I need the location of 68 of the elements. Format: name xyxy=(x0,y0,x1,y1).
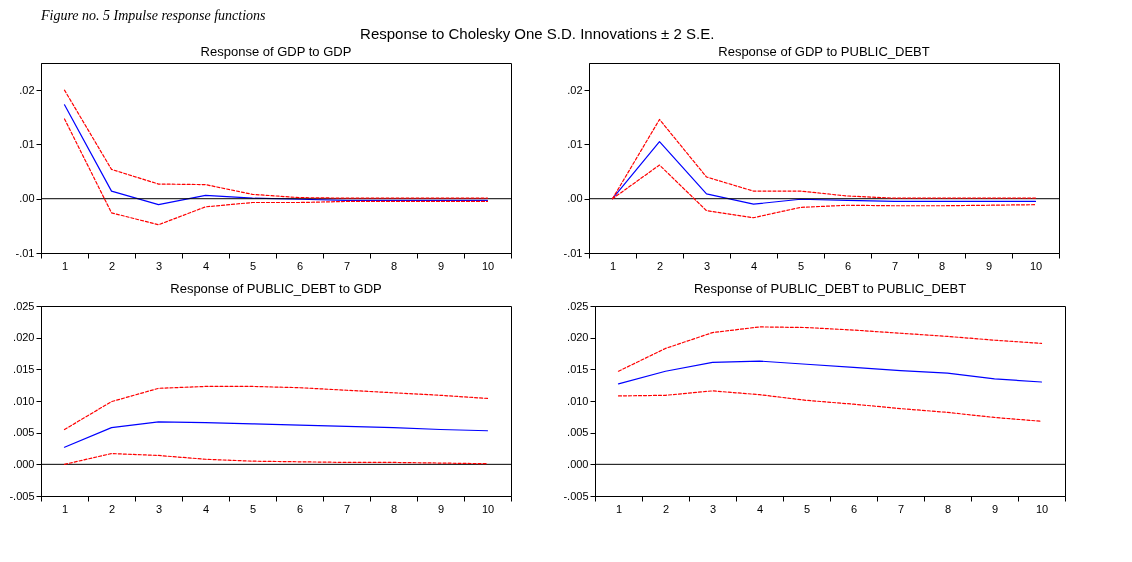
x-tick-label: 6 xyxy=(296,502,304,515)
y-tick-label: .025 xyxy=(567,299,589,312)
x-tick-label: 9 xyxy=(437,502,445,515)
x-tick-label: 4 xyxy=(202,502,210,515)
x-tick-label: 3 xyxy=(155,502,163,515)
y-tick-label: -.01 xyxy=(563,246,583,259)
y-tick-label: .015 xyxy=(567,362,589,375)
x-tick-label: 9 xyxy=(991,502,999,515)
x-tick-label: 8 xyxy=(944,502,952,515)
y-tick-label: .015 xyxy=(13,362,35,375)
y-tick-label: .02 xyxy=(19,83,35,96)
x-tick-label: 4 xyxy=(756,502,764,515)
x-tick-label: 9 xyxy=(437,259,445,272)
y-tick-label: .00 xyxy=(567,192,583,205)
x-tick-label: 3 xyxy=(703,259,711,272)
chart-title: Response of PUBLIC_DEBT to PUBLIC_DEBT xyxy=(693,281,967,296)
x-tick-label: 2 xyxy=(656,259,664,272)
y-tick-label: .010 xyxy=(567,394,589,407)
x-tick-label: 5 xyxy=(249,259,257,272)
y-tick-label: .02 xyxy=(567,83,583,96)
x-tick-label: 10 xyxy=(481,502,495,515)
y-tick-label: .025 xyxy=(13,299,35,312)
x-tick-label: 4 xyxy=(202,259,210,272)
y-tick-label: .010 xyxy=(13,394,35,407)
x-tick-label: 3 xyxy=(709,502,717,515)
chart-title: Response of GDP to GDP xyxy=(200,44,352,59)
y-tick-label: .005 xyxy=(13,426,35,439)
x-tick-label: 5 xyxy=(803,502,811,515)
y-tick-label: .01 xyxy=(567,137,583,150)
y-tick-label: .00 xyxy=(19,192,35,205)
chart-title: Response of GDP to PUBLIC_DEBT xyxy=(718,44,930,59)
y-tick-label: .005 xyxy=(567,426,589,439)
x-tick-label: 8 xyxy=(390,502,398,515)
x-tick-label: 8 xyxy=(390,259,398,272)
x-tick-label: 1 xyxy=(615,502,623,515)
y-tick-label: .020 xyxy=(567,331,589,344)
x-tick-label: 7 xyxy=(343,259,351,272)
x-tick-label: 7 xyxy=(343,502,351,515)
y-tick-label: -.01 xyxy=(15,246,35,259)
y-tick-label: .01 xyxy=(19,137,35,150)
text: Response to Cholesky One S.D. Innovations ± 2 S.E. xyxy=(360,24,715,42)
x-tick-label: 5 xyxy=(797,259,805,272)
x-tick-label: 7 xyxy=(891,259,899,272)
y-tick-label: -.005 xyxy=(563,489,589,502)
text: Figure no. 5 Impulse response functions xyxy=(40,8,267,23)
x-tick-label: 10 xyxy=(1029,259,1043,272)
y-tick-label: -.005 xyxy=(9,489,35,502)
x-tick-label: 10 xyxy=(481,259,495,272)
x-tick-label: 7 xyxy=(897,502,905,515)
x-tick-label: 3 xyxy=(155,259,163,272)
x-tick-label: 1 xyxy=(61,502,69,515)
x-tick-label: 6 xyxy=(296,259,304,272)
x-tick-label: 6 xyxy=(844,259,852,272)
x-tick-label: 10 xyxy=(1035,502,1049,515)
y-tick-label: .000 xyxy=(13,457,35,470)
y-tick-label: .020 xyxy=(13,331,35,344)
x-tick-label: 4 xyxy=(750,259,758,272)
x-tick-label: 1 xyxy=(61,259,69,272)
x-tick-label: 2 xyxy=(108,502,116,515)
x-tick-label: 5 xyxy=(249,502,257,515)
chart-title: Response of PUBLIC_DEBT to GDP xyxy=(170,281,382,296)
x-tick-label: 9 xyxy=(985,259,993,272)
y-tick-label: .000 xyxy=(567,457,589,470)
x-tick-label: 2 xyxy=(662,502,670,515)
x-tick-label: 8 xyxy=(938,259,946,272)
x-tick-label: 1 xyxy=(609,259,617,272)
x-tick-label: 6 xyxy=(850,502,858,515)
x-tick-label: 2 xyxy=(108,259,116,272)
